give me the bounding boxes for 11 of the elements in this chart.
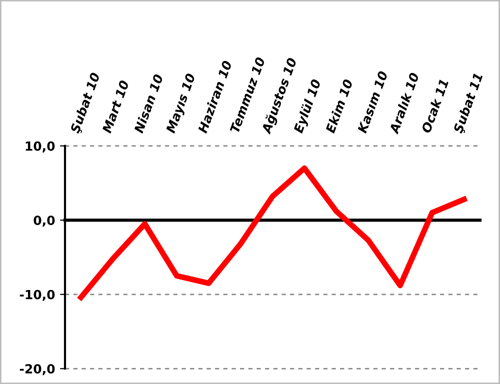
- x-tick-label: Nisan 10: [134, 74, 164, 134]
- y-tick-label: -20,0: [20, 364, 55, 376]
- x-tick-label: Mart 10: [102, 80, 130, 134]
- x-tick-label: Mayıs 10: [166, 72, 198, 135]
- y-tick-label: 10,0: [26, 141, 55, 152]
- x-tick-label: Aralık 10: [388, 72, 420, 135]
- x-tick-label: Ocak 11: [420, 78, 449, 134]
- x-tick-label: Eylül 10: [292, 78, 324, 135]
- y-tick-label: 0,0: [34, 216, 55, 227]
- y-tick-label: -10,0: [20, 290, 55, 301]
- x-tick-label: Ekim 10: [325, 78, 354, 134]
